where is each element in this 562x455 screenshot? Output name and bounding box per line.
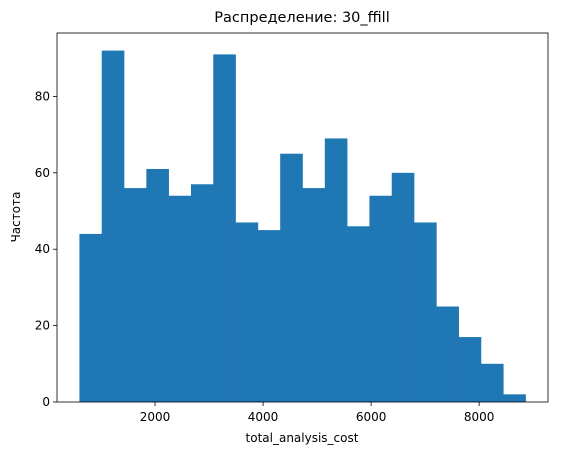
y-axis-ticks: 0 20 40 60 80 <box>35 89 57 409</box>
y-tick-label: 60 <box>35 166 50 180</box>
histogram-bar <box>280 153 303 402</box>
histogram-bar <box>257 230 281 402</box>
y-tick-label: 80 <box>35 89 50 103</box>
y-tick-label: 20 <box>35 319 50 333</box>
x-tick-label: 6000 <box>356 410 387 424</box>
histogram-bar <box>124 188 147 402</box>
histogram-bar <box>369 195 393 402</box>
y-axis-label: Частота <box>9 192 23 243</box>
histogram-bar <box>436 306 459 402</box>
x-tick-label: 4000 <box>248 410 279 424</box>
x-tick-label: 2000 <box>140 410 171 424</box>
histogram-bar <box>503 394 526 402</box>
histogram-bar <box>235 222 259 402</box>
histogram-bar <box>168 195 192 402</box>
histogram-bar <box>458 337 482 402</box>
plot-frame <box>56 32 549 403</box>
bars-group <box>79 50 526 403</box>
chart-title: Распределение: 30_ffill <box>214 10 389 26</box>
histogram-bar <box>101 50 125 402</box>
y-tick-label: 0 <box>42 395 50 409</box>
histogram-bar <box>480 363 504 402</box>
histogram-bar <box>79 233 103 402</box>
x-axis-ticks: 2000 4000 6000 8000 <box>140 402 495 424</box>
histogram-bar <box>302 188 326 402</box>
x-axis-label: total_analysis_cost <box>246 431 359 445</box>
histogram-bar <box>324 138 348 402</box>
histogram-bar <box>190 184 214 402</box>
histogram-bar <box>213 54 236 403</box>
y-tick-label: 40 <box>35 242 50 256</box>
histogram-bar <box>146 168 169 402</box>
histogram-bar <box>391 172 415 402</box>
histogram-bar <box>347 226 370 402</box>
histogram-bar <box>414 222 437 402</box>
x-tick-label: 8000 <box>464 410 495 424</box>
